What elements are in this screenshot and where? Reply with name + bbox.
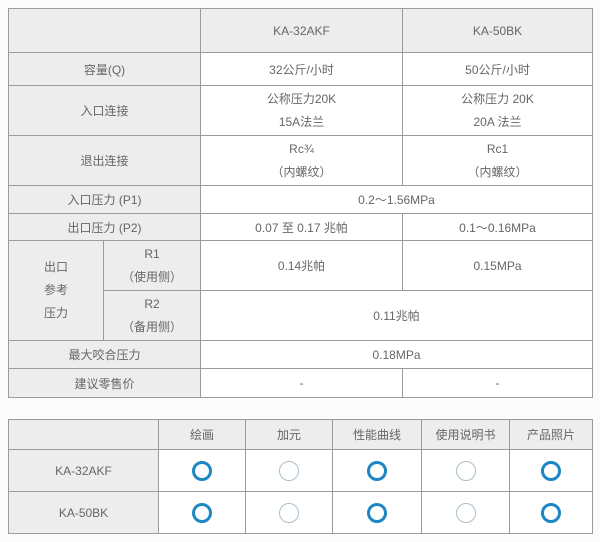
spec-header-model-ka32akf: KA-32AKF xyxy=(200,8,403,53)
spec-row-inlet-pressure: 入口压力 (P1) 0.2～1.56MPa xyxy=(8,185,593,214)
inlet-connection-label: 入口连接 xyxy=(8,85,201,136)
r2-label: R2 （备用侧） xyxy=(103,290,201,341)
spec-row-max-pressure: 最大咬合压力 0.18MPa xyxy=(8,340,593,369)
docs-header-manual: 使用说明书 xyxy=(421,419,510,450)
price-label: 建议零售价 xyxy=(8,368,201,398)
circle-mark-icon[interactable] xyxy=(541,460,561,481)
circle-mark-icon[interactable] xyxy=(367,460,387,481)
circle-mark-icon[interactable] xyxy=(192,460,212,481)
inlet-connection-value-2: 公称压力 20K 20A 法兰 xyxy=(402,85,593,136)
docs-header-drawing: 绘画 xyxy=(158,419,246,450)
max-pressure-label: 最大咬合压力 xyxy=(8,340,201,369)
circle-mark-icon[interactable] xyxy=(541,502,561,523)
ref-pressure-label-line-2: 参考 xyxy=(43,283,68,297)
inlet-connection-value-2-line-1: 公称压力 20K xyxy=(461,91,534,106)
spec-row-outlet-connection: 退出连接 Rc¾ （内螺纹） Rc1 （内螺纹） xyxy=(8,135,593,186)
docs-cell xyxy=(158,491,246,534)
docs-cell xyxy=(245,491,333,534)
r1-value-2: 0.15MPa xyxy=(402,240,593,291)
spec-row-capacity: 容量(Q) 32公斤/小时 50公斤/小时 xyxy=(8,52,593,86)
max-pressure-value: 0.18MPa xyxy=(200,340,593,369)
spec-row-ref-pressure-r1: 出口 参考 压力 R1 （使用侧） 0.14兆帕 0.15MPa xyxy=(8,240,593,341)
capacity-label: 容量(Q) xyxy=(8,52,201,86)
docs-header-performance-curve: 性能曲线 xyxy=(332,419,422,450)
outlet-pressure-label: 出口压力 (P2) xyxy=(8,213,201,241)
docs-header-cad: 加元 xyxy=(245,419,333,450)
inlet-connection-value-1-line-1: 公称压力20K xyxy=(266,91,337,106)
r1-value-1: 0.14兆帕 xyxy=(200,240,403,291)
ref-pressure-group-label: 出口 参考 压力 xyxy=(8,240,104,341)
r2-label-line-2: （备用侧） xyxy=(121,319,182,334)
docs-cell xyxy=(158,449,246,492)
docs-row-ka32akf: KA-32AKF xyxy=(8,449,593,492)
r1-label-line-2: （使用侧） xyxy=(121,269,182,284)
docs-header-product-photo: 产品照片 xyxy=(509,419,593,450)
r1-label-line-1: R1 xyxy=(144,246,160,261)
outlet-connection-value-1-line-2: （内螺纹） xyxy=(271,164,332,179)
outlet-connection-value-1-line-1: Rc¾ xyxy=(289,141,314,156)
price-value-1: - xyxy=(200,368,403,398)
spec-row-outlet-pressure: 出口压力 (P2) 0.07 至 0.17 兆帕 0.1～0.16MPa xyxy=(8,213,593,241)
docs-row-ka50bk: KA-50BK xyxy=(8,491,593,534)
documents-table: 绘画 加元 性能曲线 使用说明书 产品照片 KA-32AKF KA-50BK xyxy=(8,419,593,534)
outlet-pressure-value-1: 0.07 至 0.17 兆帕 xyxy=(200,213,403,241)
docs-cell xyxy=(332,491,422,534)
circle-mark-icon xyxy=(279,460,299,481)
inlet-connection-value-2-line-2: 20A 法兰 xyxy=(473,114,522,129)
inlet-connection-value-1: 公称压力20K 15A法兰 xyxy=(200,85,403,136)
capacity-value-1: 32公斤/小时 xyxy=(200,52,403,86)
docs-cell xyxy=(421,449,510,492)
outlet-connection-value-2-line-1: Rc1 xyxy=(486,141,509,156)
spec-row-price: 建议零售价 - - xyxy=(8,368,593,398)
inlet-connection-value-1-line-2: 15A法兰 xyxy=(278,114,325,129)
spec-header-row: KA-32AKF KA-50BK xyxy=(8,8,593,53)
r1-label: R1 （使用侧） xyxy=(103,240,201,291)
docs-model-ka32akf: KA-32AKF xyxy=(8,449,159,492)
circle-mark-icon[interactable] xyxy=(367,502,387,523)
price-value-2: - xyxy=(402,368,593,398)
circle-mark-icon xyxy=(455,502,476,523)
ref-pressure-label-line-1: 出口 xyxy=(43,260,68,274)
circle-mark-icon xyxy=(279,502,299,523)
outlet-connection-label: 退出连接 xyxy=(8,135,201,186)
spec-header-model-ka50bk: KA-50BK xyxy=(402,8,593,53)
docs-header-row: 绘画 加元 性能曲线 使用说明书 产品照片 xyxy=(8,419,593,450)
outlet-connection-value-1: Rc¾ （内螺纹） xyxy=(200,135,403,186)
docs-cell xyxy=(509,491,593,534)
r2-label-line-1: R2 xyxy=(144,296,160,311)
docs-cell xyxy=(421,491,510,534)
inlet-pressure-value: 0.2～1.56MPa xyxy=(200,185,593,214)
spec-table: KA-32AKF KA-50BK 容量(Q) 32公斤/小时 50公斤/小时 入… xyxy=(8,8,593,398)
spec-header-blank xyxy=(8,8,201,53)
r2-value: 0.11兆帕 xyxy=(200,290,593,341)
capacity-value-2: 50公斤/小时 xyxy=(402,52,593,86)
docs-header-blank xyxy=(8,419,159,450)
circle-mark-icon[interactable] xyxy=(192,502,212,523)
spec-row-inlet-connection: 入口连接 公称压力20K 15A法兰 公称压力 20K 20A 法兰 xyxy=(8,85,593,136)
ref-pressure-label-line-3: 压力 xyxy=(43,306,68,320)
outlet-pressure-value-2: 0.1～0.16MPa xyxy=(402,213,593,241)
spec-row-ref-pressure-r2: R2 （备用侧） 0.11兆帕 xyxy=(9,290,593,341)
docs-model-ka50bk: KA-50BK xyxy=(8,491,159,534)
docs-cell xyxy=(332,449,422,492)
docs-cell xyxy=(245,449,333,492)
circle-mark-icon xyxy=(455,460,476,481)
docs-cell xyxy=(509,449,593,492)
inlet-pressure-label: 入口压力 (P1) xyxy=(8,185,201,214)
outlet-connection-value-2-line-2: （内螺纹） xyxy=(467,164,528,179)
outlet-connection-value-2: Rc1 （内螺纹） xyxy=(402,135,593,186)
